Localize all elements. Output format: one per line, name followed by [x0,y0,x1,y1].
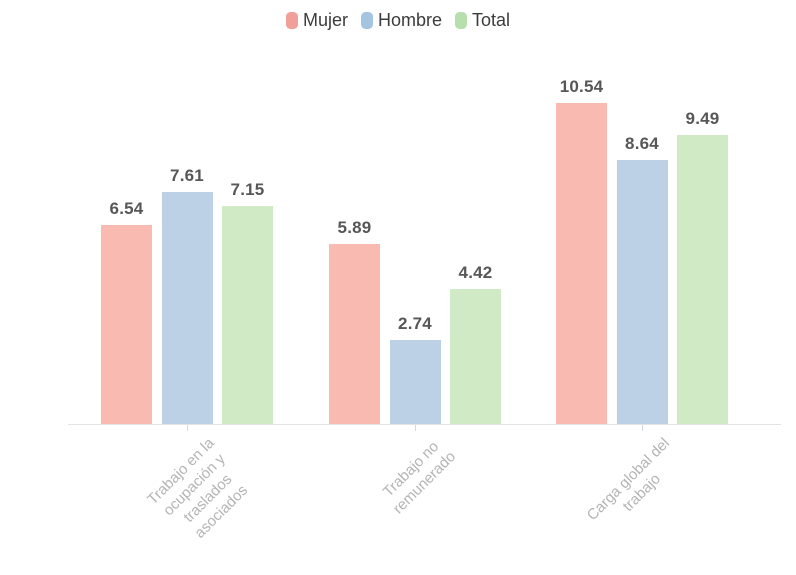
legend-item-hombre[interactable]: Hombre [360,10,442,31]
x-axis-tick [642,425,643,431]
legend-label-mujer: Mujer [302,10,348,30]
legend-swatch-total [455,12,467,29]
x-axis-tick [187,425,188,431]
x-axis-category-label: Trabajo en la ocupación y traslados asoc… [144,434,252,542]
value-label: 4.42 [458,263,493,282]
bar-hombre-0[interactable] [161,192,213,424]
bar-total-2[interactable] [677,135,728,424]
value-label: 2.74 [398,314,432,333]
x-axis-category-label: Trabajo no remunerado [379,438,460,518]
legend-item-mujer[interactable]: Mujer [285,10,348,31]
bar-mujer-0[interactable] [101,225,152,424]
x-axis-category-label: Carga global del trabajo [583,434,673,524]
legend-label-hombre: Hombre [377,10,442,30]
value-label: 10.54 [559,77,604,96]
value-label: 8.64 [625,134,659,153]
legend-swatch-hombre [360,12,373,29]
bar-mujer-1[interactable] [329,244,380,424]
x-axis-tick [415,425,416,431]
legend: Mujer Hombre Total [0,10,796,31]
value-label: 7.61 [170,166,204,185]
legend-swatch-mujer [285,12,298,29]
legend-item-total[interactable]: Total [455,10,510,31]
value-label: 7.15 [230,180,265,199]
value-label: 5.89 [337,218,372,237]
bar-mujer-2[interactable] [556,103,607,424]
value-label: 9.49 [685,109,720,128]
value-label: 6.54 [109,199,144,218]
x-axis-line [68,424,781,425]
bar-total-1[interactable] [450,289,501,424]
bar-hombre-1[interactable] [389,340,441,424]
legend-label-total: Total [472,10,511,30]
bar-total-0[interactable] [222,206,273,424]
bar-hombre-2[interactable] [616,160,668,424]
